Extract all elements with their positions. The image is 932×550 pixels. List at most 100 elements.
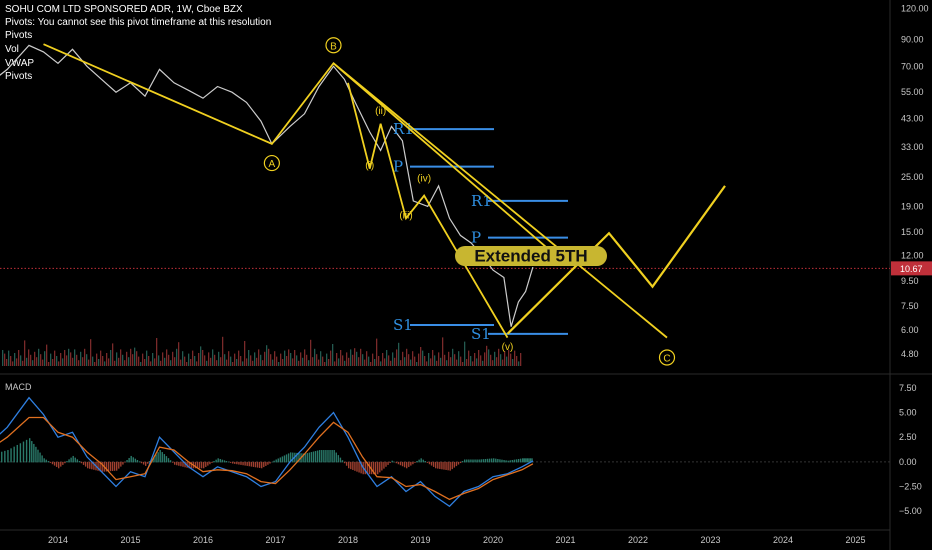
volume-bar	[242, 361, 244, 366]
macd-histogram-bar	[263, 461, 265, 468]
macd-histogram-bar	[416, 461, 418, 463]
indicator-vwap[interactable]: VWAP	[5, 58, 35, 69]
volume-bar	[456, 359, 458, 366]
macd-histogram-bar	[194, 461, 197, 469]
volume-bar	[210, 357, 212, 366]
volume-bar	[144, 359, 146, 366]
macd-histogram-bar	[292, 452, 294, 463]
volume-bar	[112, 343, 114, 366]
macd-histogram-bar	[134, 458, 137, 463]
macd-histogram-bar	[531, 458, 533, 463]
elliott-abc-line	[43, 43, 668, 339]
macd-histogram-bar	[223, 460, 226, 463]
volume-bar	[62, 358, 64, 366]
volume-bar	[354, 348, 356, 366]
volume-bar	[218, 351, 220, 366]
macd-histogram-bar	[389, 461, 391, 464]
macd-histogram-bar	[227, 461, 230, 463]
volume-bar	[6, 359, 8, 366]
macd-histogram-bar	[25, 439, 28, 463]
volume-bar	[226, 359, 228, 366]
volume-bar	[396, 349, 398, 366]
volume-bar	[134, 347, 136, 366]
volume-bar	[168, 354, 170, 366]
macd-histogram-bar	[68, 459, 70, 463]
volume-bar	[326, 353, 328, 366]
volume-bar	[208, 352, 210, 366]
macd-histogram-bar	[335, 452, 337, 463]
volume-bar	[116, 352, 118, 366]
macd-histogram-bar	[493, 458, 495, 463]
macd-histogram-bar	[16, 444, 18, 463]
volume-bar	[172, 351, 174, 366]
trend-line	[332, 62, 552, 253]
macd-histogram-bar	[147, 461, 149, 464]
indicator-pivots[interactable]: Pivots	[5, 30, 33, 41]
volume-bar	[360, 348, 362, 366]
volume-bar	[334, 361, 336, 366]
volume-bar	[472, 361, 474, 366]
macd-histogram-bar	[281, 456, 284, 463]
x-tick-label: 2016	[193, 535, 213, 545]
volume-bar	[424, 356, 426, 366]
volume-bar	[124, 360, 126, 366]
macd-histogram-bar	[412, 461, 414, 465]
pivot-level-label: P	[471, 229, 481, 247]
macd-histogram-bar	[209, 461, 211, 465]
volume-bar	[302, 357, 304, 366]
indicator-vol[interactable]: Vol	[5, 44, 19, 55]
macd-histogram-bar	[385, 461, 387, 467]
pivot-level-label: S1	[393, 316, 413, 334]
volume-bar	[258, 349, 260, 366]
macd-histogram-bar	[256, 461, 259, 468]
macd-histogram-bar	[435, 461, 437, 469]
volume-bar	[154, 358, 156, 366]
volume-bar	[392, 352, 394, 366]
macd-histogram-bar	[513, 459, 516, 463]
price-tick-label: 9.50	[901, 276, 919, 286]
volume-bar	[378, 356, 380, 366]
macd-histogram-bar	[261, 461, 263, 469]
volume-bar	[516, 356, 518, 366]
macd-histogram-bar	[53, 461, 56, 466]
elliott-point-label: B	[330, 41, 337, 52]
volume-bar	[484, 352, 486, 366]
macd-histogram-bar	[314, 451, 317, 463]
volume-bar	[150, 361, 152, 366]
volume-bar	[298, 360, 300, 366]
indicator-pivots-2[interactable]: Pivots	[5, 71, 33, 82]
volume-bar	[120, 349, 122, 366]
volume-bar	[176, 348, 178, 366]
macd-histogram-bar	[190, 461, 192, 469]
volume-bar	[230, 356, 232, 366]
volume-bar	[256, 357, 258, 366]
volume-bar	[140, 362, 142, 366]
macd-histogram-bar	[80, 461, 83, 464]
volume-bar	[318, 359, 320, 366]
macd-histogram-bar	[403, 461, 406, 468]
pivot-level-label: S1	[471, 325, 491, 343]
macd-histogram-bar	[51, 461, 54, 465]
macd-histogram-bar	[236, 461, 238, 465]
macd-histogram-bar	[232, 461, 234, 464]
volume-bar	[292, 358, 294, 366]
volume-bar	[442, 337, 444, 366]
macd-histogram-bar	[484, 458, 487, 463]
volume-bar	[36, 357, 38, 366]
volume-bar	[348, 357, 350, 366]
volume-bar	[216, 360, 218, 366]
macd-histogram-bar	[118, 461, 120, 469]
macd-histogram-bar	[234, 461, 236, 464]
macd-histogram-bar	[91, 461, 93, 470]
volume-bar	[58, 361, 60, 366]
macd-histogram-bar	[374, 461, 377, 475]
macd-histogram-bar	[505, 460, 507, 463]
macd-histogram-bar	[387, 461, 389, 465]
macd-histogram-bar	[325, 450, 327, 463]
macd-histogram-bar	[203, 461, 205, 469]
macd-histogram-bar	[480, 459, 482, 463]
macd-histogram-bar	[509, 460, 511, 463]
macd-histogram-bar	[306, 453, 308, 463]
macd-histogram-bar	[327, 450, 329, 463]
